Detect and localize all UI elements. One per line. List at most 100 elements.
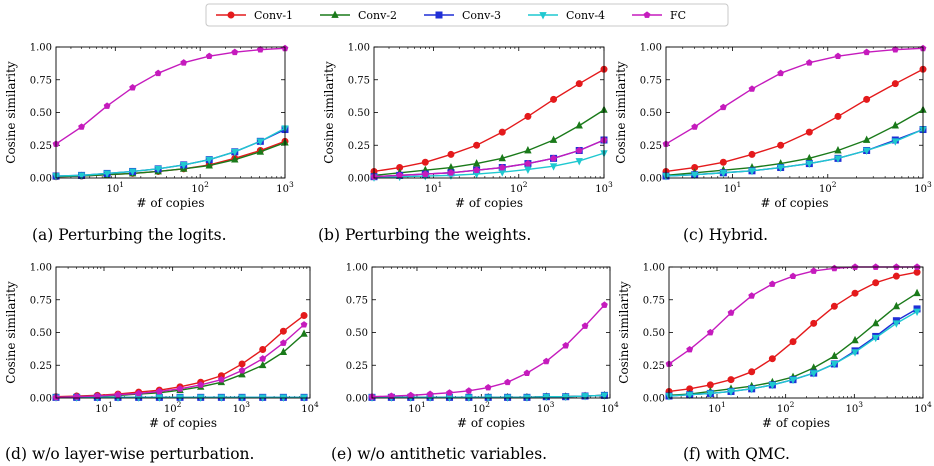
data-point-conv4 xyxy=(810,370,818,378)
data-point-fc xyxy=(805,59,813,66)
data-point-fc xyxy=(421,170,429,177)
series-line-conv1 xyxy=(55,140,286,178)
data-point-conv1 xyxy=(421,158,429,166)
data-point-fc xyxy=(768,280,776,287)
x-tick-label: 101 xyxy=(408,400,426,415)
x-tick-label: 101 xyxy=(724,180,742,195)
data-point-conv4 xyxy=(805,160,814,169)
data-point-conv1 xyxy=(789,338,797,346)
series-line-conv4 xyxy=(373,152,605,179)
data-point-fc xyxy=(176,385,184,392)
data-point-fc xyxy=(601,301,608,308)
data-point-fc xyxy=(789,272,797,280)
legend-label-fc: FC xyxy=(670,9,686,22)
series-line-conv2 xyxy=(665,109,924,177)
legend-marker-conv-2 xyxy=(331,10,339,18)
data-point-conv1 xyxy=(575,80,583,88)
x-axis-label: # of copies xyxy=(457,416,525,430)
series-line-conv4 xyxy=(665,128,924,177)
plot-frame xyxy=(55,266,311,399)
legend-marker-fc xyxy=(643,11,651,18)
x-tick-label: 102 xyxy=(777,400,795,415)
data-point-conv4 xyxy=(706,390,715,398)
chart-panel-c: 101 102 103 0.00 0.25 0.50 0.75 1.00 # of copies… xyxy=(614,43,932,245)
x-tick-label: 102 xyxy=(164,400,182,415)
series-line-conv4 xyxy=(55,127,286,177)
y-tick-label: 0.25 xyxy=(643,361,665,372)
data-point-conv1 xyxy=(777,141,785,149)
data-point-conv1 xyxy=(748,150,756,158)
y-tick-label: 0.25 xyxy=(30,361,52,372)
data-point-conv1 xyxy=(238,360,246,368)
data-point-fc xyxy=(114,391,122,398)
data-point-conv1 xyxy=(473,141,481,149)
data-point-fc xyxy=(154,69,162,77)
data-point-conv4 xyxy=(685,391,694,400)
y-tick-label: 0.00 xyxy=(346,394,368,405)
data-point-fc xyxy=(575,146,583,154)
data-point-conv4 xyxy=(600,392,609,400)
data-point-conv1 xyxy=(719,158,727,166)
data-point-conv4 xyxy=(77,172,86,180)
data-point-conv1 xyxy=(300,311,308,319)
y-tick-label: 1.00 xyxy=(348,43,370,54)
x-tick-label: 103 xyxy=(595,180,613,195)
y-tick-label: 0.75 xyxy=(348,75,370,86)
y-tick-label: 0.50 xyxy=(346,328,368,339)
series-line-conv1 xyxy=(665,68,924,173)
y-tick-label: 1.00 xyxy=(30,263,52,274)
data-point-fc xyxy=(426,390,434,397)
plot-frame xyxy=(668,266,924,399)
data-point-conv1 xyxy=(863,95,871,103)
y-tick-label: 0.00 xyxy=(30,394,52,405)
data-point-fc xyxy=(727,309,735,316)
chart-panel-d: 101 102 103 104 0.00 0.25 0.50 0.75 1.00 # of cop… xyxy=(4,263,319,464)
x-tick-label: 102 xyxy=(473,400,491,415)
data-point-conv4 xyxy=(913,308,921,317)
legend-marker-conv-3 xyxy=(435,11,443,19)
data-point-fc xyxy=(135,389,143,397)
data-point-conv4 xyxy=(231,148,239,157)
data-point-conv4 xyxy=(205,156,213,165)
panel-caption: (b) Perturbing the weights. xyxy=(318,226,531,244)
data-point-fc xyxy=(484,383,492,391)
plot-frame xyxy=(55,46,286,179)
y-tick-label: 0.25 xyxy=(348,141,370,152)
y-tick-label: 0.00 xyxy=(640,174,662,185)
series-line-fc xyxy=(55,47,286,145)
y-tick-label: 0.75 xyxy=(30,295,52,306)
data-point-conv2 xyxy=(472,159,481,167)
series-line-fc xyxy=(373,139,605,178)
data-point-conv4 xyxy=(851,349,859,357)
data-point-conv1 xyxy=(498,128,506,136)
series-line-conv3 xyxy=(665,128,924,177)
data-point-fc xyxy=(129,84,137,91)
data-point-conv4 xyxy=(524,166,532,174)
data-point-conv4 xyxy=(830,361,839,369)
data-point-fc xyxy=(777,69,785,77)
data-point-conv1 xyxy=(727,376,735,384)
data-point-conv2 xyxy=(238,369,246,378)
y-tick-label: 0.50 xyxy=(640,108,662,119)
data-point-fc xyxy=(217,376,225,383)
x-axis-label: # of copies xyxy=(455,196,523,210)
y-axis-label: Cosine similarity xyxy=(614,61,628,164)
data-point-conv1 xyxy=(447,150,455,158)
data-point-conv1 xyxy=(768,355,776,363)
y-tick-label: 0.50 xyxy=(30,108,52,119)
x-tick-label: 103 xyxy=(846,400,864,415)
panel-caption: (c) Hybrid. xyxy=(683,226,768,244)
data-point-conv2 xyxy=(300,329,308,337)
x-tick-label: 101 xyxy=(425,180,443,195)
data-point-conv4 xyxy=(581,393,589,401)
chart-panel-f: 101 102 103 104 0.00 0.25 0.50 0.75 1.00 # of cop… xyxy=(617,263,932,464)
y-tick-label: 0.75 xyxy=(643,295,665,306)
data-point-conv2 xyxy=(524,146,532,154)
panel-caption: (f) with QMC. xyxy=(683,445,790,463)
data-point-conv4 xyxy=(549,163,558,171)
data-point-conv4 xyxy=(562,393,570,402)
data-point-conv4 xyxy=(862,147,871,155)
data-point-fc xyxy=(231,48,239,56)
data-point-fc xyxy=(706,328,714,336)
data-point-conv1 xyxy=(834,112,842,120)
